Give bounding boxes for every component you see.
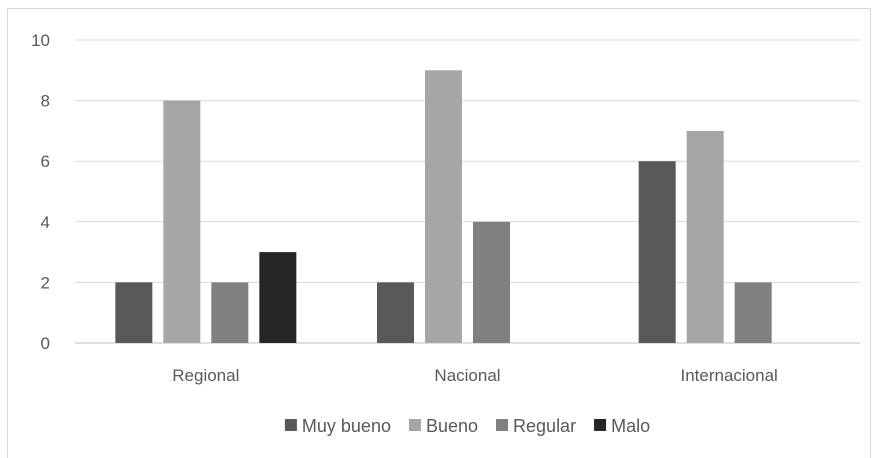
legend-label: Malo: [611, 416, 650, 436]
legend-item: Muy bueno: [284, 416, 391, 436]
y-tick-label: 0: [41, 334, 50, 353]
legend-item: Regular: [496, 416, 576, 436]
x-tick-label: Nacional: [434, 366, 500, 385]
gridlines: [75, 39, 860, 344]
legend-swatch: [594, 419, 607, 431]
legend-swatch: [408, 419, 421, 431]
legend-label: Regular: [513, 416, 576, 436]
bar-bueno-internacional: [686, 130, 724, 343]
x-tick-label: Internacional: [680, 366, 777, 385]
bar-regular-regional: [211, 282, 249, 343]
y-tick-label: 6: [41, 152, 50, 171]
y-axis-ticks: 0 2 4 6 8 10: [31, 31, 50, 353]
y-tick-label: 8: [41, 92, 50, 111]
bar-bueno-nacional: [425, 70, 462, 344]
y-tick-label: 2: [41, 273, 50, 292]
bar-malo-regional: [259, 252, 297, 343]
bar-bueno-regional: [163, 100, 201, 343]
bar-muy-bueno-nacional: [377, 282, 414, 343]
bar-regular-nacional: [473, 221, 510, 343]
legend: Muy bueno Bueno Regular Malo: [284, 416, 650, 436]
bar-regular-internacional: [734, 282, 772, 343]
x-axis-ticks: Regional Nacional Internacional: [172, 366, 778, 385]
legend-item: Bueno: [408, 416, 478, 436]
legend-swatch: [496, 419, 509, 431]
legend-label: Muy bueno: [302, 416, 391, 436]
legend-swatch: [284, 419, 297, 431]
bar-muy-bueno-internacional: [638, 161, 676, 343]
legend-item: Malo: [594, 416, 650, 436]
legend-label: Bueno: [426, 416, 478, 436]
bar-muy-bueno-regional: [115, 282, 153, 343]
y-tick-label: 4: [41, 213, 50, 232]
x-tick-label: Regional: [172, 366, 239, 385]
bars: [115, 70, 772, 344]
y-tick-label: 10: [31, 31, 50, 50]
